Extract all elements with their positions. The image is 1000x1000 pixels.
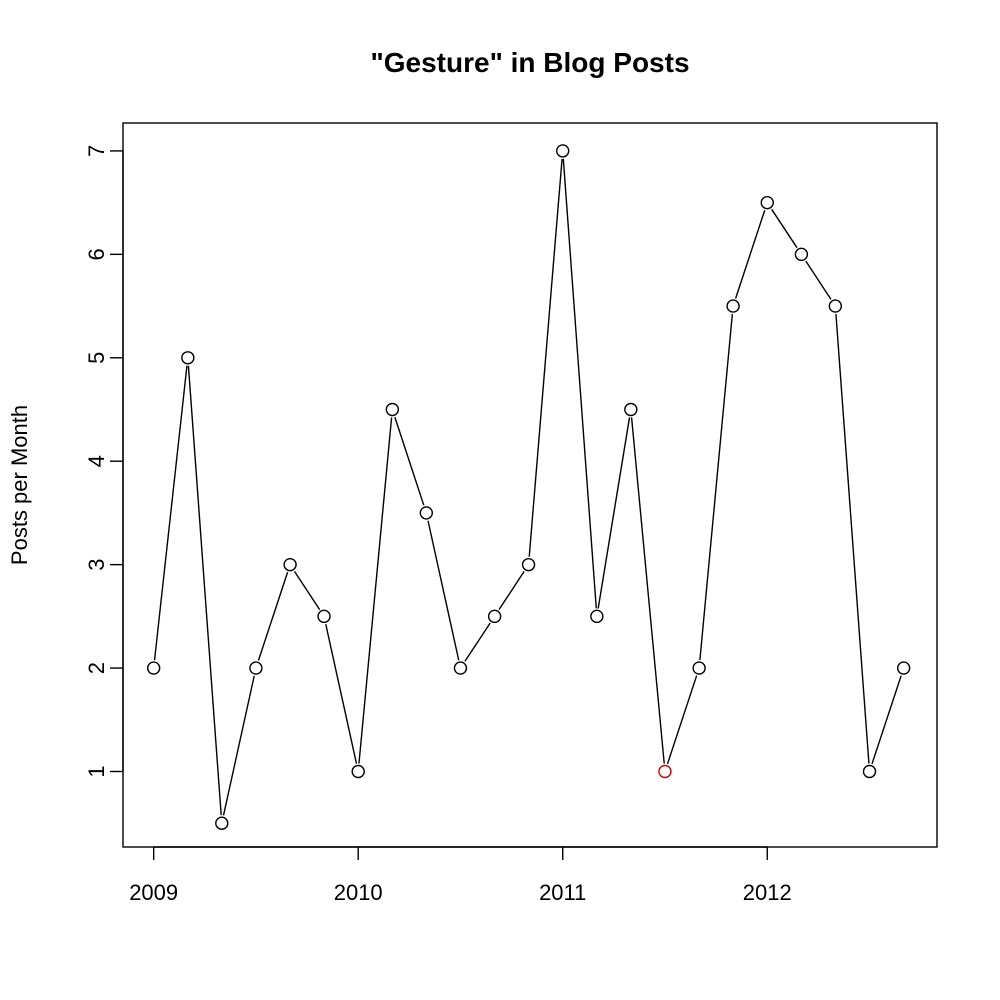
series-line-segment <box>325 624 358 764</box>
data-point <box>146 661 161 675</box>
series-line-segment <box>498 570 525 611</box>
data-point <box>487 609 502 624</box>
series-line-segment <box>630 417 665 764</box>
series-layer <box>146 144 911 830</box>
series-line-segment <box>222 675 255 816</box>
series-line-segment <box>734 210 766 299</box>
data-point <box>692 661 706 675</box>
x-tick-label: 2011 <box>539 880 586 905</box>
series-line-segment <box>358 417 393 764</box>
series-line-segment <box>153 365 188 661</box>
series-line-segment <box>257 572 289 661</box>
x-tick-label: 2012 <box>743 880 792 905</box>
axes: 2009 2010 2011 2012 1 2 3 4 5 6 7 <box>84 145 792 905</box>
y-tick-label: 2 <box>84 662 109 674</box>
series-line-segment <box>771 208 798 249</box>
data-point <box>794 247 809 262</box>
series-line-segment <box>394 416 425 506</box>
series-line-segment <box>528 158 563 557</box>
y-tick-label: 1 <box>84 765 109 777</box>
x-tick-label: 2009 <box>129 880 178 905</box>
series-line-segment <box>835 313 870 764</box>
series-line-segment <box>187 365 222 816</box>
y-axis-label: Posts per Month <box>7 405 32 565</box>
series-line-segment <box>427 520 460 661</box>
y-tick-label: 5 <box>84 352 109 364</box>
data-point <box>317 609 331 624</box>
series-line-segment <box>464 622 491 662</box>
series-line-segment <box>293 570 321 611</box>
series-line-segment <box>666 675 698 765</box>
data-point <box>249 661 263 675</box>
y-tick-label: 3 <box>84 559 109 571</box>
data-point <box>624 402 638 417</box>
data-point <box>726 299 740 313</box>
data-point <box>896 661 911 675</box>
data-point <box>556 144 570 158</box>
series-line-segment <box>871 675 902 765</box>
data-point <box>453 661 468 675</box>
series-line-segment <box>562 158 597 609</box>
series-line-segment <box>597 417 631 609</box>
data-point <box>521 557 536 572</box>
data-point <box>215 816 229 830</box>
y-tick-label: 6 <box>84 248 109 260</box>
data-point <box>658 764 672 779</box>
chart-title: "Gesture" in Blog Posts <box>370 47 689 78</box>
series-line-segment <box>805 260 832 300</box>
data-point <box>351 764 365 779</box>
data-point <box>181 351 195 365</box>
plot-area <box>122 122 938 848</box>
data-point <box>385 402 400 417</box>
x-tick-label: 2010 <box>334 880 383 905</box>
data-point <box>590 609 604 624</box>
y-tick-label: 7 <box>84 145 109 157</box>
data-point <box>283 557 297 572</box>
data-point <box>419 506 434 520</box>
series-line-segment <box>699 313 734 661</box>
data-point <box>828 299 843 313</box>
y-tick-label: 4 <box>84 455 109 467</box>
data-point <box>862 764 877 779</box>
data-point <box>760 195 774 210</box>
